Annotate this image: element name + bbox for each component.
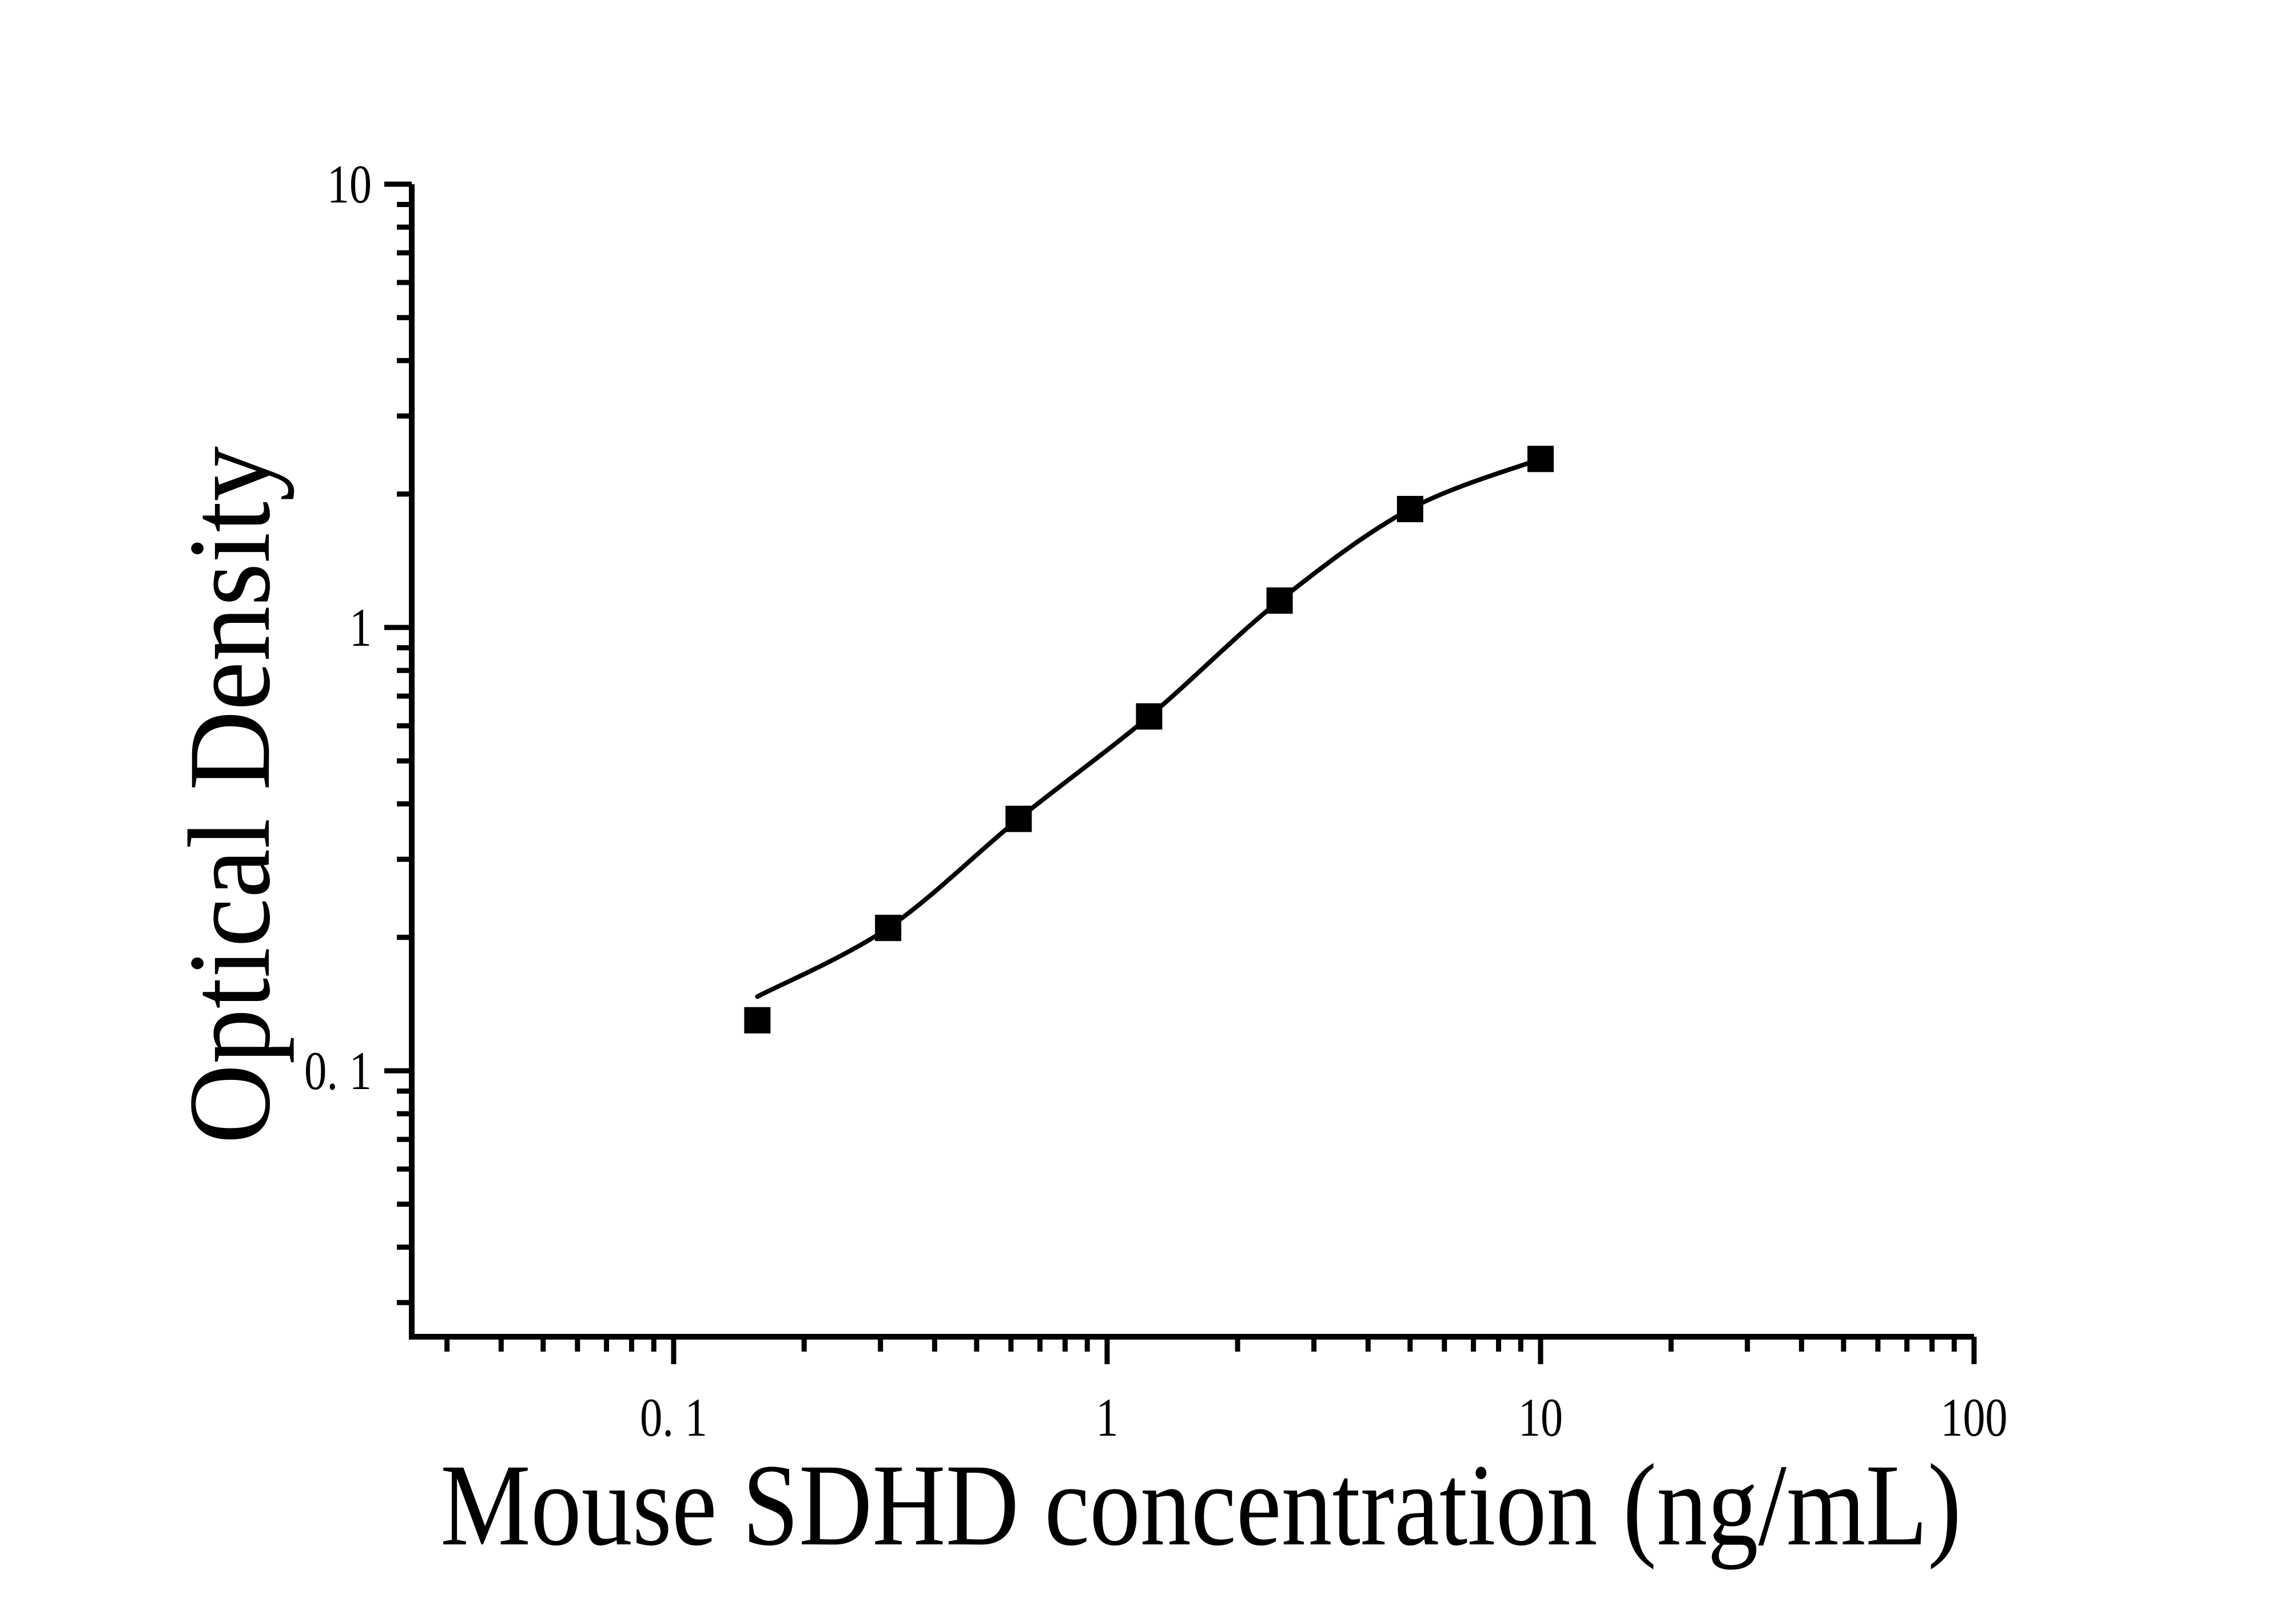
y-tick-label: 0. 1 bbox=[304, 1040, 372, 1101]
data-point-marker bbox=[1005, 805, 1032, 832]
axis-spines bbox=[409, 184, 1974, 1340]
y-axis-title: Optical Density bbox=[165, 446, 295, 1144]
data-point-marker bbox=[1266, 587, 1293, 614]
x-tick-label: 0. 1 bbox=[640, 1387, 707, 1448]
x-tick-label: 10 bbox=[1518, 1387, 1563, 1448]
data-point-marker bbox=[1527, 446, 1554, 472]
data-point-marker bbox=[744, 1007, 771, 1034]
data-series-layer bbox=[744, 446, 1554, 1034]
data-point-marker bbox=[875, 915, 902, 941]
data-point-marker bbox=[1396, 495, 1423, 522]
tick-labels-layer: 0. 1 1 10 100 0. 1 1 10 bbox=[304, 154, 2008, 1448]
x-tick-label: 100 bbox=[1941, 1387, 2008, 1448]
y-tick-label: 1 bbox=[349, 597, 372, 658]
x-tick-label: 1 bbox=[1096, 1387, 1119, 1448]
x-axis-title: Mouse SDHD concentration (ng/mL) bbox=[440, 1440, 1961, 1570]
ticks-layer bbox=[384, 181, 1977, 1364]
y-tick-label: 10 bbox=[327, 154, 372, 214]
axes-layer bbox=[409, 184, 1974, 1340]
data-point-marker bbox=[1136, 703, 1163, 730]
